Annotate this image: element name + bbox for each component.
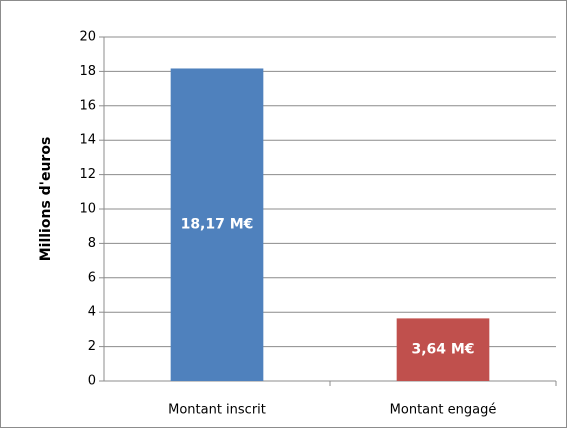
y-tick-label: 20 [79,30,96,45]
value-label: 18,17 M€ [181,217,254,233]
x-tick-label: Montant engagé [390,403,497,418]
x-tick-label: Montant inscrit [168,403,266,418]
value-label: 3,64 M€ [411,342,474,358]
y-tick-label: 14 [79,133,96,148]
y-tick-label: 8 [88,236,96,251]
bar [396,318,490,381]
y-tick-label: 10 [79,202,96,217]
y-tick-label: 2 [88,339,96,354]
y-tick-label: 4 [88,305,96,320]
y-tick-label: 16 [79,98,96,113]
bar [170,68,264,381]
y-tick-label: 18 [79,64,96,79]
y-tick-label: 0 [88,374,96,389]
y-axis-label: Millions d'euros [38,137,54,262]
y-tick-label: 6 [88,270,96,285]
y-tick-label: 12 [79,167,96,182]
